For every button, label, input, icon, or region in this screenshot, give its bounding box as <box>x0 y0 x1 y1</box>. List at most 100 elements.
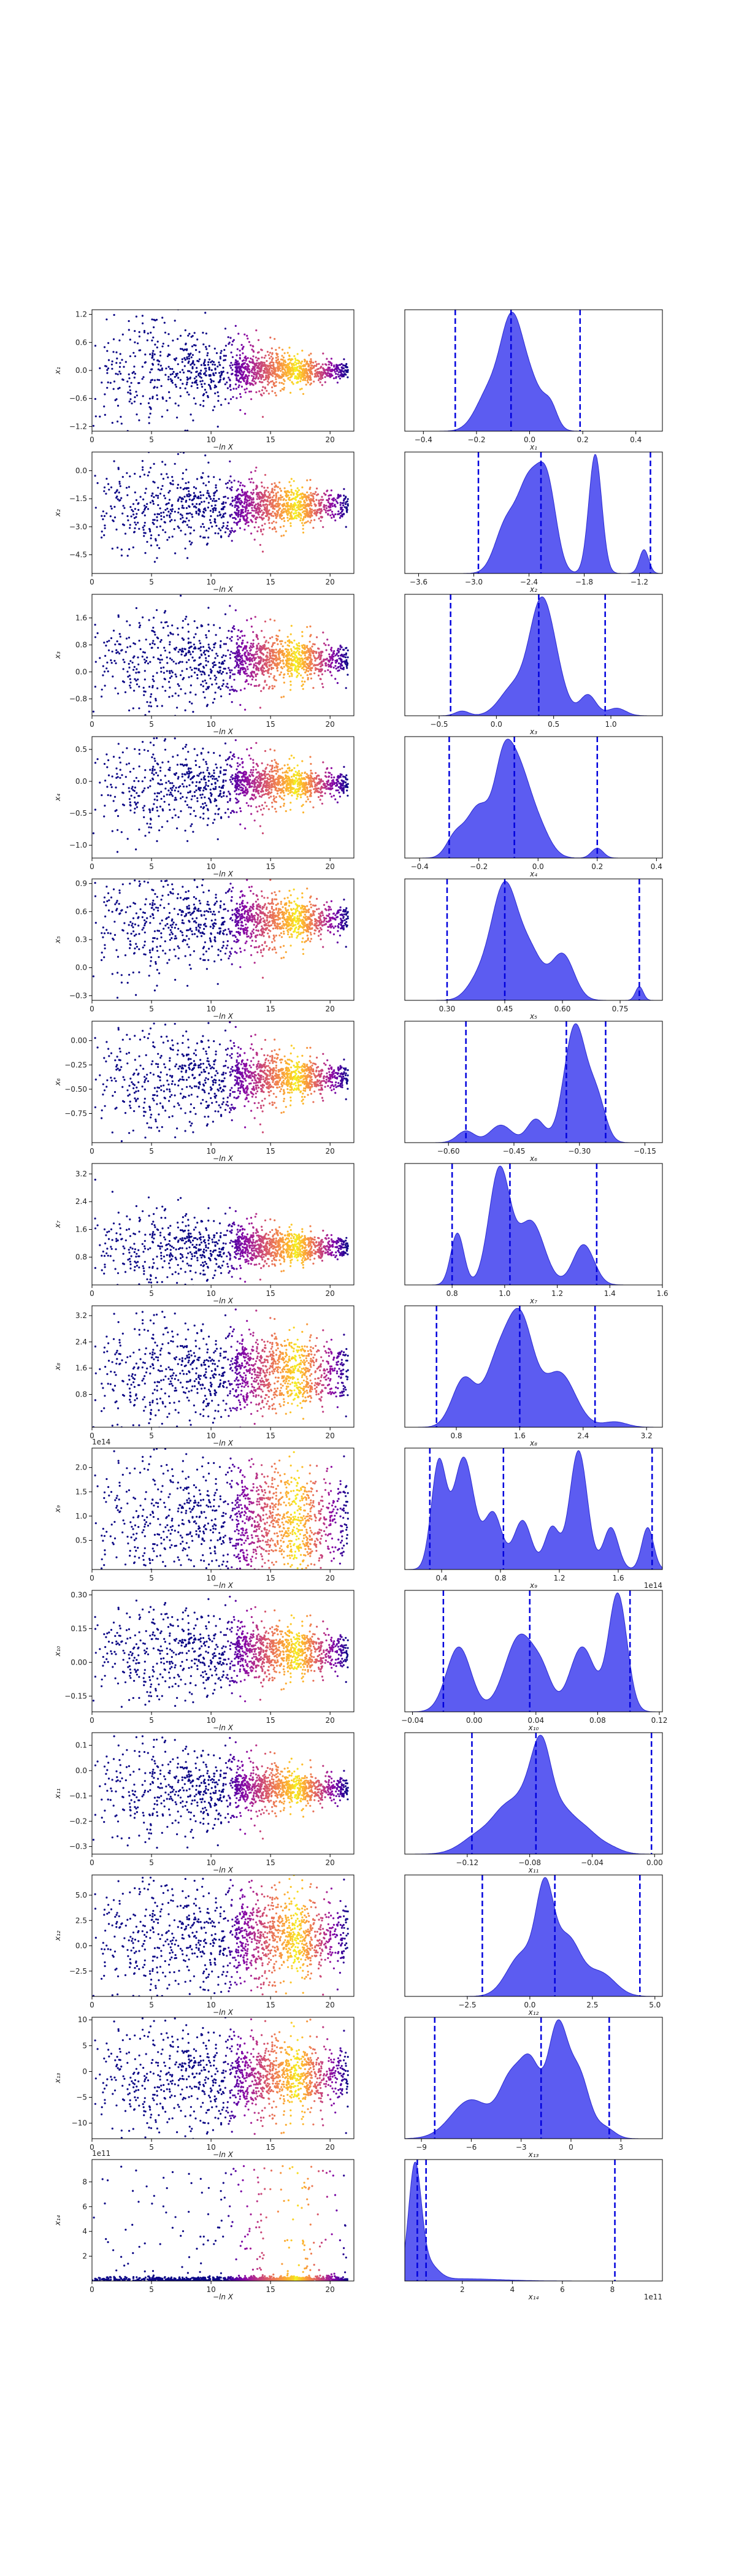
scatter-point <box>229 514 231 516</box>
scatter-point <box>278 503 281 505</box>
scatter-point <box>248 654 250 656</box>
scatter-point <box>255 488 257 490</box>
scatter-point <box>250 626 253 628</box>
scatter-point <box>217 838 219 840</box>
scatter-point <box>340 510 343 513</box>
scatter-point <box>266 499 269 502</box>
x-tick-label: 0.2 <box>577 435 589 444</box>
scatter-point <box>265 656 267 658</box>
scatter-point <box>184 359 186 361</box>
scatter-point <box>248 660 251 662</box>
scatter-point <box>202 405 205 407</box>
scatter-point <box>244 708 247 711</box>
scatter-point <box>283 525 285 527</box>
scatter-point <box>105 493 107 495</box>
scatter-point <box>231 540 233 542</box>
scatter-point <box>132 546 134 549</box>
scatter-point <box>144 678 146 681</box>
scatter-point <box>243 660 246 662</box>
scatter-point <box>189 691 191 694</box>
scatter-point <box>255 669 258 671</box>
scatter-point <box>150 379 153 381</box>
scatter-point <box>244 413 247 415</box>
scatter-point <box>309 507 312 510</box>
axes-frame <box>91 451 355 574</box>
scatter-point <box>184 429 186 431</box>
scatter-point <box>335 370 339 372</box>
scatter-point <box>134 521 136 524</box>
scatter-point <box>316 636 318 638</box>
scatter-point <box>152 626 155 629</box>
scatter-point <box>210 671 212 673</box>
scatter-point <box>293 370 296 372</box>
scatter-point <box>166 820 169 822</box>
scatter-point <box>156 687 159 689</box>
scatter-point <box>132 767 135 770</box>
scatter-point <box>228 402 230 405</box>
scatter-point <box>223 377 225 380</box>
scatter-point <box>239 703 242 706</box>
scatter-point <box>232 396 234 398</box>
scatter-point <box>209 648 211 650</box>
scatter-point <box>310 677 313 680</box>
scatter-point <box>330 665 332 668</box>
scatter-point <box>169 516 171 518</box>
scatter-point <box>237 507 240 509</box>
x-tick-label: 0.0 <box>491 720 502 729</box>
scatter-point <box>236 793 238 795</box>
scatter-point <box>121 476 124 478</box>
scatter-point <box>258 358 260 360</box>
scatter-point <box>227 527 229 531</box>
scatter-point <box>307 677 309 679</box>
scatter-point <box>193 620 196 623</box>
scatter-point <box>309 800 312 803</box>
scatter-point <box>306 373 309 375</box>
scatter-point <box>267 393 270 395</box>
scatter-point <box>345 687 347 689</box>
scatter-point <box>202 362 205 365</box>
scatter-point <box>321 377 324 380</box>
scatter-point <box>229 637 231 640</box>
scatter-point <box>253 684 256 687</box>
scatter-point <box>143 331 146 334</box>
scatter-point <box>229 657 232 659</box>
scatter-point <box>242 516 245 518</box>
scatter-point <box>304 648 306 650</box>
scatter-point <box>184 618 186 620</box>
scatter-point <box>257 656 259 658</box>
scatter-point <box>203 512 205 514</box>
scatter-point <box>231 504 234 507</box>
scatter-point <box>167 510 170 513</box>
scatter-point <box>283 386 285 389</box>
scatter-point <box>242 494 244 496</box>
scatter-point <box>117 467 120 469</box>
scatter-point <box>217 400 220 402</box>
scatter-point <box>196 359 199 362</box>
scatter-point <box>315 788 318 791</box>
scatter-point <box>144 507 147 510</box>
scatter-point <box>259 511 262 513</box>
scatter-point <box>276 669 279 672</box>
scatter-point <box>271 654 274 657</box>
scatter-point <box>296 674 299 677</box>
scatter-point <box>274 642 276 644</box>
scatter-point <box>180 518 182 520</box>
scatter-point <box>153 358 155 361</box>
scatter-point <box>185 488 188 490</box>
scatter-point <box>266 360 268 362</box>
scatter-point <box>103 490 105 493</box>
scatter-point <box>120 650 123 652</box>
scatter-point <box>169 489 171 493</box>
scatter-point <box>94 575 96 577</box>
scatter-point <box>175 799 177 801</box>
scatter-point <box>224 512 226 515</box>
scatter-point <box>299 372 301 375</box>
scatter-point <box>115 652 118 654</box>
scatter-point <box>245 518 248 521</box>
scatter-point <box>237 386 240 388</box>
scatter-point <box>264 681 266 683</box>
scatter-point <box>304 657 306 660</box>
scatter-point <box>244 668 247 670</box>
scatter-point <box>261 664 264 667</box>
scatter-point <box>277 635 279 638</box>
